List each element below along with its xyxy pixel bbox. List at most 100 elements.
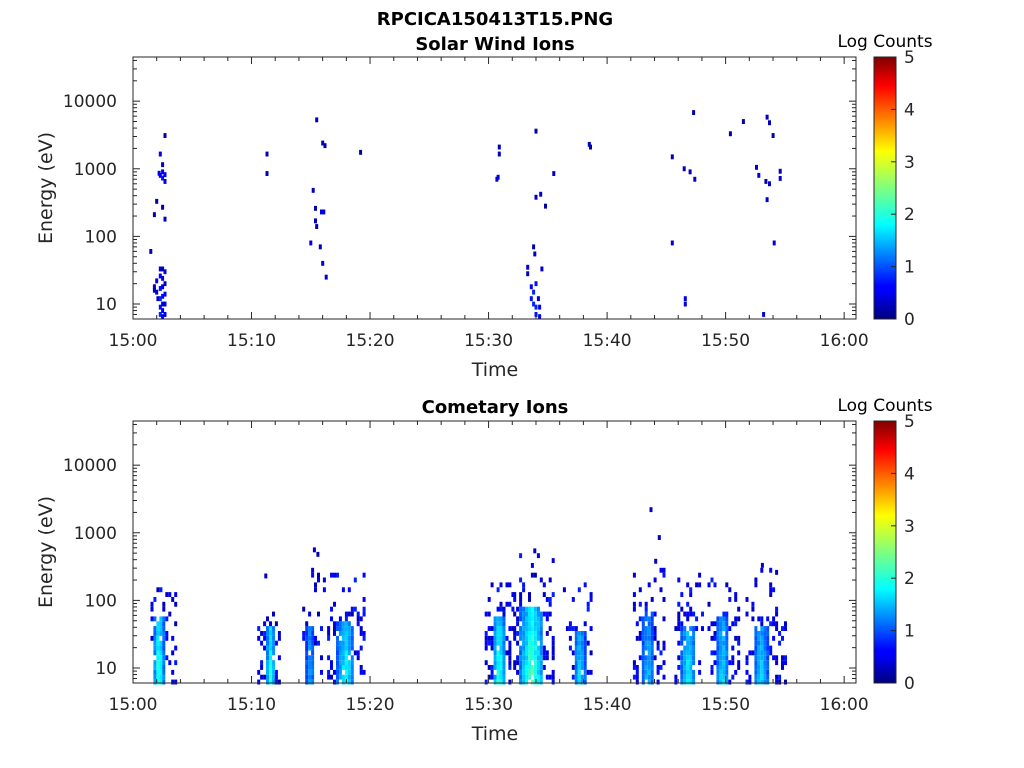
heatmap-cell <box>587 141 591 147</box>
heatmap-cell <box>362 597 366 602</box>
heatmap-cell <box>713 650 717 656</box>
heatmap-cell <box>551 558 555 563</box>
heatmap-cell <box>165 592 169 597</box>
heatmap-cell <box>502 635 506 641</box>
heatmap-cell <box>583 655 587 661</box>
heatmap-cell <box>163 179 167 184</box>
heatmap-cell <box>497 151 501 157</box>
heatmap-cell <box>748 679 752 685</box>
heatmap-cell <box>528 611 531 617</box>
heatmap-cell <box>529 284 533 290</box>
heatmap-cell <box>536 655 540 661</box>
heatmap-cell <box>775 655 779 661</box>
heatmap-cell <box>580 635 584 641</box>
heatmap-cell <box>525 621 528 627</box>
heatmap-cell <box>163 172 167 178</box>
heatmap-cell <box>350 611 354 617</box>
heatmap-cell <box>274 674 278 680</box>
heatmap-cell <box>516 606 520 612</box>
heatmap-cell <box>698 669 702 675</box>
heatmap-cell <box>508 679 512 685</box>
heatmap-cell <box>757 616 761 622</box>
heatmap-cell <box>317 577 320 583</box>
heatmap-cell <box>266 674 269 680</box>
heatmap-cell <box>496 640 500 646</box>
heatmap-cell <box>692 635 696 641</box>
heatmap-cell <box>484 645 488 651</box>
heatmap-cell <box>772 621 776 627</box>
heatmap-cell <box>766 674 770 680</box>
heatmap-cell <box>583 631 587 636</box>
heatmap-cell <box>260 674 264 680</box>
heatmap-cell <box>766 645 770 651</box>
heatmap-cell <box>174 621 178 627</box>
heatmap-cell <box>171 650 175 656</box>
y-tick-label: 10 <box>95 295 117 315</box>
heatmap-cell <box>150 601 154 607</box>
heatmap-cell <box>344 660 348 666</box>
heatmap-cell <box>545 611 549 617</box>
heatmap-cell <box>362 572 366 578</box>
heatmap-cell <box>734 597 738 602</box>
heatmap-cell <box>322 577 326 583</box>
heatmap-cell <box>269 650 272 656</box>
heatmap-cell <box>754 665 758 670</box>
heatmap-cell <box>341 655 345 661</box>
heatmap-cell <box>580 631 584 636</box>
colorbar-tick-label: 1 <box>904 622 915 642</box>
heatmap-cell <box>490 582 494 588</box>
heatmap-cell <box>533 621 537 627</box>
heatmap-cell <box>162 635 166 641</box>
heatmap-cell <box>513 635 517 641</box>
heatmap-cell <box>150 616 154 622</box>
colorbar-tick-label: 4 <box>904 464 915 484</box>
cometary-ions-panel: Cometary Ions 15:00 15:10 15:20 15:30 15:40 1… <box>35 396 933 745</box>
heatmap-cell <box>580 665 584 670</box>
heatmap-cell <box>689 645 693 651</box>
heatmap-cell <box>530 606 534 612</box>
heatmap-cell <box>763 655 767 661</box>
heatmap-cell <box>269 621 272 627</box>
heatmap-cell <box>156 679 160 685</box>
heatmap-cell <box>686 635 690 641</box>
heatmap-cell <box>719 616 723 622</box>
heatmap-cell <box>719 631 723 636</box>
heatmap-cell <box>698 660 702 666</box>
heatmap-cell <box>156 296 160 302</box>
heatmap-cell <box>362 635 366 641</box>
heatmap-cell <box>266 640 269 646</box>
heatmap-cell <box>311 665 315 670</box>
heatmap-cell <box>161 308 165 313</box>
heatmap-cell <box>528 631 531 636</box>
heatmap-cell <box>344 626 348 631</box>
heatmap-cell <box>330 665 333 670</box>
heatmap-cell <box>162 640 166 646</box>
heatmap-cell <box>583 645 587 651</box>
heatmap-cell <box>499 679 503 685</box>
heatmap-cell <box>536 553 540 559</box>
heatmap-cell <box>513 626 517 631</box>
heatmap-cell <box>499 665 503 670</box>
heatmap-cell <box>499 635 503 641</box>
heatmap-cell <box>536 645 540 651</box>
heatmap-cell <box>508 645 512 651</box>
heatmap-cell <box>722 635 726 641</box>
heatmap-cell <box>650 679 654 685</box>
heatmap-cell <box>153 679 157 685</box>
heatmap-cell <box>763 631 767 636</box>
heatmap-cell <box>525 655 528 661</box>
colorbar-tick-label: 4 <box>904 100 915 120</box>
heatmap-cell <box>156 635 160 641</box>
heatmap-cell <box>516 655 520 661</box>
heatmap-cell <box>680 665 684 670</box>
heatmap-cell <box>362 631 366 636</box>
heatmap-cell <box>725 582 729 588</box>
heatmap-cell <box>530 665 534 670</box>
heatmap-cell <box>577 635 581 641</box>
heatmap-cell <box>347 611 351 617</box>
heatmap-cell <box>499 669 503 675</box>
heatmap-cell <box>260 665 264 670</box>
heatmap-cell <box>356 611 360 617</box>
heatmap-cell <box>650 674 654 680</box>
heatmap-cell <box>778 631 782 636</box>
